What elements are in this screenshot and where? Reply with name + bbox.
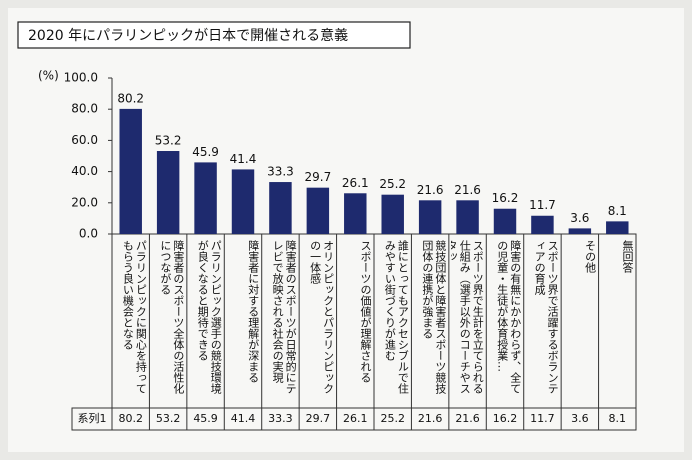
value-label: 45.9 xyxy=(192,145,219,159)
bar xyxy=(156,151,180,234)
title-box xyxy=(17,21,411,49)
table-value: 80.2 xyxy=(118,412,143,425)
value-label: 11.7 xyxy=(529,198,556,212)
x-tick-label: スポーツの価値が理解される xyxy=(358,240,372,383)
x-tick-label: スポーツ界で生計を立てられる仕組み（選手以外のコーチやスタッ… xyxy=(450,240,485,394)
value-label: 26.1 xyxy=(342,176,369,190)
y-tick-label: 100.0 xyxy=(64,71,98,85)
value-label: 8.1 xyxy=(608,204,627,218)
series-name: 系列1 xyxy=(78,411,107,425)
y-tick-label: 0.0 xyxy=(79,227,98,241)
value-label: 21.6 xyxy=(454,183,481,197)
table-value: 25.2 xyxy=(380,412,405,425)
value-label: 21.6 xyxy=(417,183,444,197)
bar xyxy=(269,182,292,234)
value-label: 3.6 xyxy=(570,211,589,225)
table-value: 53.2 xyxy=(156,412,181,425)
bar xyxy=(568,228,592,234)
bar xyxy=(418,200,442,234)
bar xyxy=(344,193,367,234)
bar xyxy=(119,108,142,234)
bar xyxy=(531,215,554,234)
x-tick-label: 誰にとってもアクセシブルで住みやすい街づくりが進む xyxy=(383,240,410,394)
y-tick-label: 40.0 xyxy=(71,164,98,178)
table-value: 21.6 xyxy=(418,412,443,425)
value-label: 80.2 xyxy=(117,91,144,105)
y-tick-label: 20.0 xyxy=(71,195,98,209)
value-label: 53.2 xyxy=(155,134,182,148)
bar xyxy=(231,169,255,234)
y-tick-label: 60.0 xyxy=(71,133,98,147)
x-tick-label: パラリンピックに関心を持ってもらう良い機会となる xyxy=(121,240,148,394)
x-tick-label: 障害者のスポーツ全体の活性化につながる xyxy=(158,240,185,394)
x-tick-label: その他 xyxy=(583,240,597,273)
chart-title: 2020 年にパラリンピックが日本で開催される意義 xyxy=(28,27,348,44)
x-tick-label: 競技団体と障害者スポーツ競技団体の連携が強まる xyxy=(420,240,447,394)
x-tick-label: 障害者のスポーツが日常的にテレビで放映される社会の実現 xyxy=(271,240,298,394)
bar xyxy=(493,208,517,234)
y-tick-label: 80.0 xyxy=(71,102,98,116)
bar xyxy=(194,162,217,234)
table-value: 45.9 xyxy=(193,412,218,425)
table-header-cell xyxy=(71,407,113,431)
table-value: 3.6 xyxy=(571,412,589,425)
x-tick-label: パラリンピック選手の競技環境が良くなると期待できる xyxy=(196,240,223,394)
value-label: 25.2 xyxy=(379,177,406,191)
bar xyxy=(606,221,629,234)
value-label: 41.4 xyxy=(230,152,257,166)
table-value: 8.1 xyxy=(609,412,627,425)
value-label: 29.7 xyxy=(304,170,331,184)
bar xyxy=(381,194,404,234)
x-tick-label: オリンピックとパラリンピックの一体感 xyxy=(308,240,335,394)
table-value: 29.7 xyxy=(306,412,331,425)
bar xyxy=(456,200,479,234)
x-tick-label: 障害者に対する理解が深まる xyxy=(246,240,260,383)
table-value: 33.3 xyxy=(268,412,293,425)
table-value: 11.7 xyxy=(530,412,555,425)
x-tick-label: 障害の有無にかかわらず、全ての児童・生徒が体育授業… xyxy=(495,240,522,394)
table-value: 21.6 xyxy=(455,412,480,425)
table-value: 41.4 xyxy=(231,412,256,425)
bar xyxy=(306,187,330,234)
x-tick-label: 無回答 xyxy=(620,240,634,273)
y-label: (%) xyxy=(38,69,59,83)
table-value: 26.1 xyxy=(343,412,368,425)
x-tick-label: スポーツ界で活躍するボランティアの育成 xyxy=(533,240,560,394)
table-value: 16.2 xyxy=(493,412,518,425)
value-label: 16.2 xyxy=(492,191,519,205)
value-label: 33.3 xyxy=(267,165,294,179)
